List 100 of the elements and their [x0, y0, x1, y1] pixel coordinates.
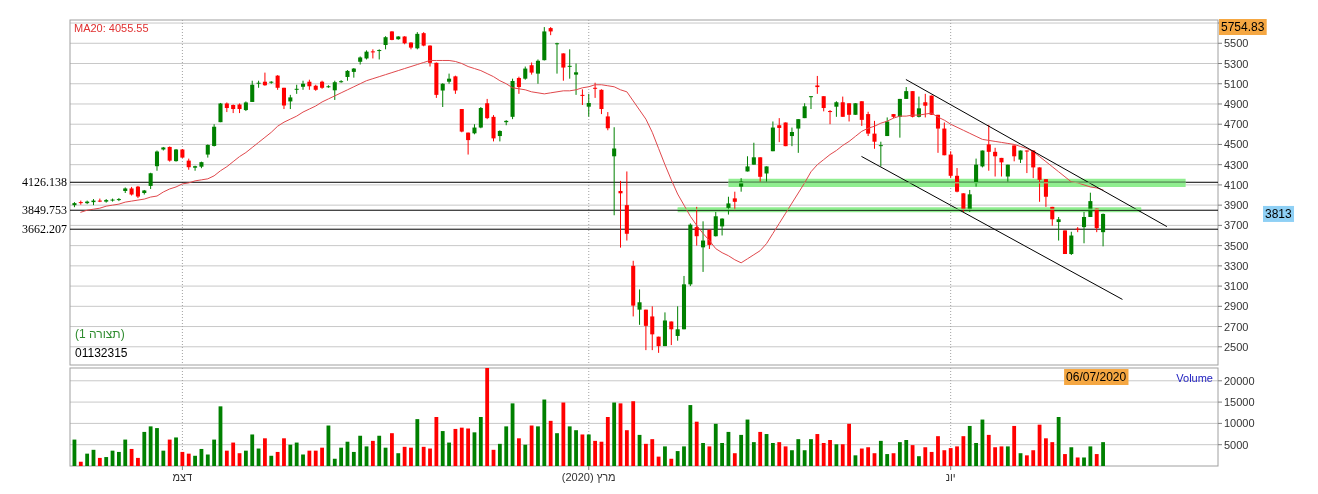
bar [942, 450, 947, 466]
y-tick-label: 3900 [1224, 199, 1249, 212]
bar [917, 456, 921, 466]
bar [358, 435, 363, 466]
bar [504, 426, 509, 466]
bar [809, 439, 813, 466]
bar [878, 440, 883, 466]
bar [904, 440, 909, 466]
bar [1075, 457, 1080, 466]
bar [428, 448, 432, 466]
bar [167, 439, 172, 466]
bar [701, 442, 705, 466]
bar [142, 431, 147, 466]
bar [555, 433, 559, 466]
bar [1069, 447, 1074, 466]
bar [155, 428, 159, 466]
y-tick-label: 5100 [1224, 77, 1249, 90]
bar [866, 447, 871, 466]
bar [777, 442, 782, 466]
bar [815, 434, 820, 466]
x-tick-label: מרץ (2020) [561, 471, 616, 483]
bar [739, 434, 744, 466]
bar [732, 453, 737, 466]
bar [802, 450, 807, 466]
bar [682, 446, 686, 466]
bar [821, 442, 826, 466]
bar [497, 443, 502, 466]
bar [205, 454, 210, 466]
x-tick-label: יונ [945, 471, 956, 483]
bar [961, 436, 966, 466]
bar [1082, 457, 1086, 466]
bar [523, 444, 528, 466]
bar [993, 447, 998, 466]
text: 5754.83 [1221, 20, 1265, 34]
bar [923, 447, 928, 466]
y-tick-label: 15000 [1224, 396, 1255, 409]
bar [885, 454, 890, 466]
bar [656, 456, 661, 466]
bar [644, 443, 648, 466]
bar [790, 450, 794, 466]
bar [478, 417, 483, 466]
bar [148, 426, 153, 466]
bar [586, 434, 591, 466]
ref-line-label: 3662.207 [22, 222, 67, 237]
bar [282, 438, 286, 466]
bar [402, 446, 407, 466]
y-tick-label: 4700 [1224, 118, 1249, 131]
bar [434, 417, 439, 466]
text: 3813 [1265, 206, 1293, 221]
y-tick-label: 3500 [1224, 239, 1249, 252]
bar [751, 442, 756, 466]
bar [612, 402, 617, 466]
annotation: (תצורה 1) [75, 327, 125, 341]
bar [536, 426, 540, 466]
bar [1101, 442, 1105, 466]
bar [275, 451, 280, 466]
bar [650, 439, 655, 466]
bar [663, 446, 667, 466]
bar [720, 442, 724, 466]
bar [974, 442, 978, 466]
bar [1094, 454, 1099, 466]
bar [231, 442, 236, 466]
bar [301, 454, 305, 466]
y-tick-label: 3700 [1224, 219, 1249, 232]
bar [948, 448, 953, 466]
bar [116, 451, 121, 466]
y-tick-label: 4900 [1224, 97, 1249, 110]
bar [567, 426, 572, 466]
bar [675, 451, 680, 466]
bar [1063, 454, 1067, 466]
bar [1012, 425, 1017, 466]
y-tick-label: 3300 [1224, 259, 1249, 272]
bar [542, 399, 547, 466]
bar [212, 439, 217, 466]
y-tick-label: 2700 [1224, 320, 1249, 333]
bar [466, 428, 471, 466]
y-tick-label: 2500 [1224, 340, 1249, 353]
y-tick-label: 5500 [1224, 37, 1249, 50]
bar [847, 423, 851, 466]
bar [269, 455, 274, 466]
bar [929, 451, 934, 466]
y-tick-label: 10000 [1224, 417, 1255, 430]
bar [485, 368, 490, 466]
bar [193, 455, 197, 466]
bar [320, 447, 324, 466]
bar [834, 444, 839, 466]
bar [1044, 438, 1048, 466]
bar [828, 440, 832, 466]
bar [161, 450, 166, 466]
bar [313, 450, 318, 466]
bar [332, 458, 337, 466]
annotation: 06/07/2020 [1066, 370, 1127, 384]
bar [447, 442, 451, 466]
bar [174, 437, 178, 466]
bar [1088, 446, 1093, 466]
y-tick-label: 5000 [1224, 438, 1249, 451]
bar [574, 430, 578, 466]
bar [1024, 455, 1029, 466]
bar [840, 444, 845, 466]
bar [440, 431, 445, 466]
